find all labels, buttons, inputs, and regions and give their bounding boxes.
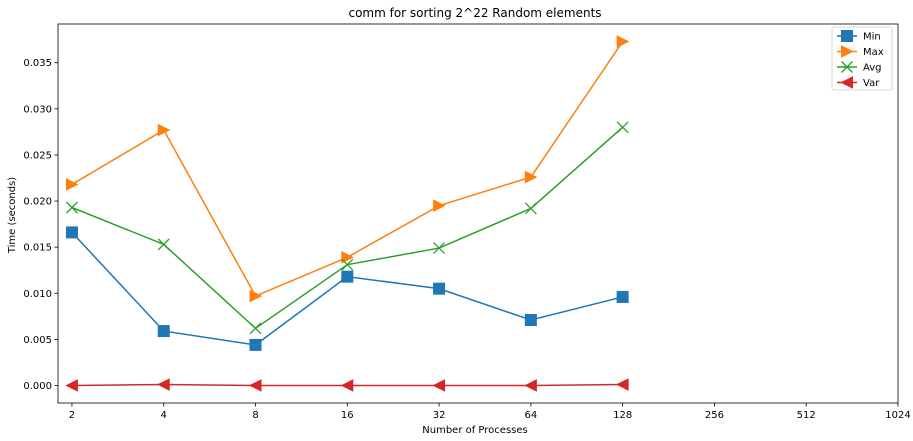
data-point-avg (341, 258, 354, 271)
y-tick-label: 0.010 (23, 289, 52, 300)
data-point-min (341, 270, 354, 283)
data-point-var (616, 378, 629, 391)
legend-marker-max (841, 45, 854, 58)
y-axis-label: Time (seconds) (7, 177, 18, 254)
data-point-max (341, 250, 354, 264)
series-line-min (71, 231, 623, 346)
x-tick-label: 1024 (885, 410, 910, 421)
data-point-var (248, 379, 262, 392)
legend-marker-avg (841, 61, 853, 73)
data-point-max (616, 35, 630, 48)
x-tick-label: 128 (613, 410, 632, 421)
data-point-max (524, 170, 538, 184)
y-tick-label: 0.005 (23, 335, 52, 346)
y-tick-label: 0.015 (23, 243, 52, 254)
data-point-var (432, 379, 446, 392)
x-tick-label: 64 (525, 410, 538, 421)
y-tick-label: 0.035 (23, 58, 52, 69)
legend: Min Max Avg Var (831, 26, 893, 91)
data-point-avg (616, 121, 629, 134)
chart-title: comm for sorting 2^22 Random elements (348, 6, 601, 20)
data-point-var (524, 379, 537, 392)
data-point-max (157, 123, 171, 137)
data-point-min (249, 338, 262, 351)
x-axis-label: Number of Processes (422, 425, 527, 436)
y-tick-label: 0.020 (23, 197, 52, 208)
series-avg (65, 121, 629, 335)
data-point-min (524, 314, 537, 327)
x-tick-label: 16 (341, 410, 354, 421)
y-tick-label: 0.025 (23, 150, 52, 161)
plot-series (65, 35, 630, 392)
legend-box (831, 26, 893, 91)
legend-label-var: Var (863, 78, 880, 89)
data-point-avg (524, 202, 537, 215)
x-tick-label: 256 (705, 410, 724, 421)
series-var (65, 378, 629, 392)
data-point-var (157, 378, 170, 391)
data-point-avg (249, 322, 262, 335)
series-line-avg (71, 126, 624, 330)
x-tick-label: 2 (69, 410, 75, 421)
plot-frame (57, 23, 899, 404)
y-tick-label: 0.000 (23, 381, 52, 392)
legend-label-min: Min (863, 32, 881, 43)
data-point-min (65, 226, 78, 239)
x-tick-label: 8 (252, 410, 258, 421)
series-max (65, 35, 630, 303)
x-tick-label: 32 (433, 410, 446, 421)
x-tick-label: 512 (797, 410, 816, 421)
data-point-var (65, 379, 78, 392)
legend-label-max: Max (863, 47, 884, 58)
legend-label-avg: Avg (863, 63, 882, 74)
data-point-max (433, 199, 446, 212)
y-tick-label: 0.030 (23, 104, 52, 115)
data-point-min (616, 290, 629, 303)
axes: 2 4 8 16 32 64 128 256 512 1024 0.000 0.005 0.010 0.0… (23, 23, 911, 421)
legend-marker-var (840, 76, 853, 89)
data-point-min (157, 325, 170, 338)
data-point-var (340, 379, 354, 392)
series-min (65, 226, 629, 351)
legend-marker-min (841, 30, 853, 42)
data-point-max (65, 178, 79, 191)
data-point-avg (157, 238, 170, 251)
data-point-avg (65, 201, 78, 214)
data-point-avg (433, 242, 446, 255)
data-point-min (433, 282, 446, 295)
data-point-max (249, 289, 263, 303)
x-tick-label: 4 (161, 410, 167, 421)
